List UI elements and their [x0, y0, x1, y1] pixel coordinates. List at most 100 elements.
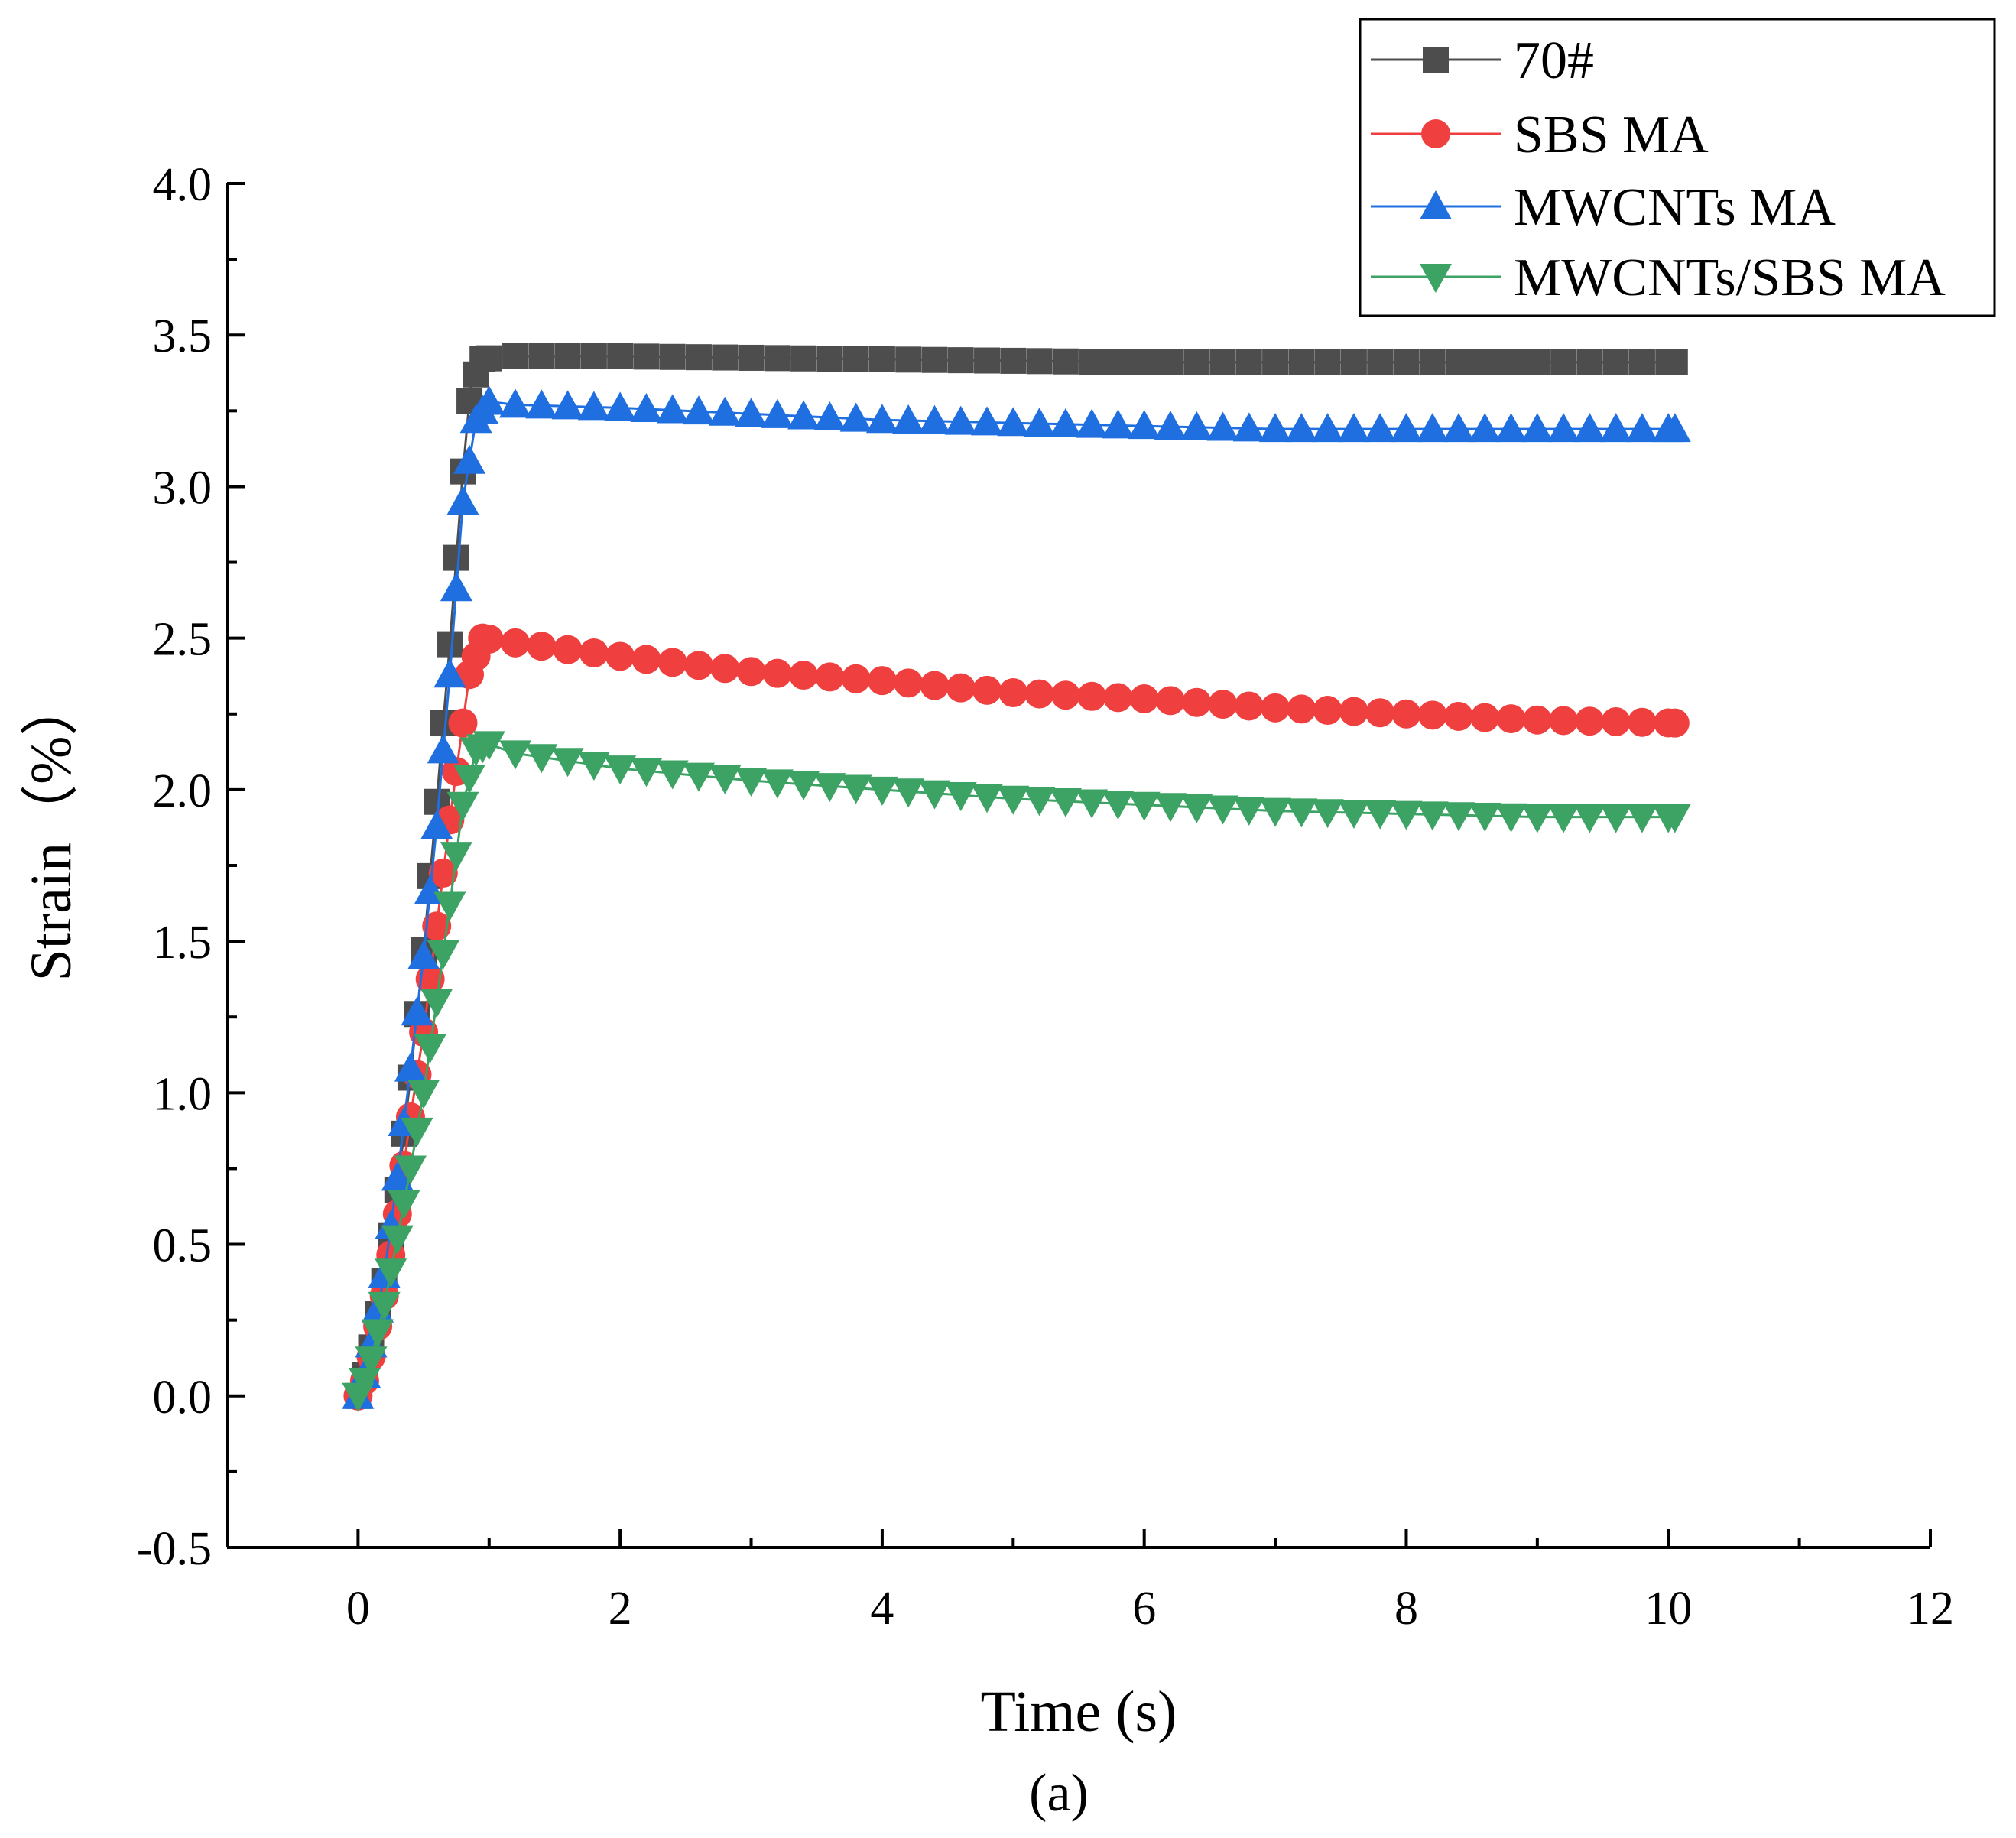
- data-point: [865, 404, 898, 434]
- data-point: [368, 1291, 401, 1321]
- data-point: [525, 389, 558, 419]
- data-point: [787, 400, 820, 430]
- data-point: [1601, 706, 1631, 736]
- data-point: [1313, 696, 1342, 726]
- data-point: [1259, 413, 1292, 443]
- data-point: [375, 1258, 407, 1288]
- data-point: [1416, 413, 1449, 443]
- data-point: [605, 641, 635, 671]
- data-point: [790, 345, 817, 372]
- data-point: [407, 940, 440, 969]
- data-point: [764, 345, 790, 372]
- data-point: [525, 744, 558, 774]
- data-point: [1209, 349, 1236, 375]
- data-point: [1522, 705, 1552, 735]
- data-point: [1495, 803, 1527, 833]
- data-point: [1077, 681, 1107, 711]
- data-point: [1393, 349, 1420, 375]
- series-mwcnts-sbs-ma: [342, 731, 1691, 1412]
- series-line: [357, 742, 1675, 1397]
- data-point: [1416, 801, 1449, 831]
- data-point: [997, 785, 1030, 815]
- data-point: [761, 398, 794, 428]
- data-point: [918, 780, 951, 810]
- data-point: [1602, 349, 1629, 375]
- data-point: [630, 758, 663, 787]
- data-point: [1023, 407, 1056, 437]
- y-ticks: -0.5 0.0 0.5 1.0 1.5 2.0 2.5 3.0 3.5 4.0: [137, 159, 245, 1575]
- data-point: [388, 1190, 420, 1220]
- y-tick-label: 3.5: [153, 310, 213, 362]
- data-point: [1023, 787, 1056, 817]
- data-point: [1206, 795, 1239, 825]
- data-point: [1367, 349, 1394, 375]
- data-point: [657, 648, 687, 677]
- data-point: [631, 645, 661, 674]
- data-point: [815, 662, 845, 692]
- data-point: [499, 388, 532, 418]
- data-point: [944, 782, 977, 812]
- data-point: [394, 1155, 427, 1185]
- data-point: [656, 760, 689, 790]
- data-point: [1364, 413, 1397, 443]
- data-point: [381, 1161, 414, 1191]
- data-point: [580, 343, 607, 369]
- data-point: [1049, 408, 1082, 437]
- data-point: [1443, 413, 1475, 443]
- data-point: [816, 346, 843, 372]
- data-point: [920, 671, 950, 700]
- data-point: [685, 344, 712, 371]
- data-point: [839, 774, 872, 804]
- figure-subcaption: (a): [1029, 1764, 1089, 1823]
- data-point: [427, 734, 459, 764]
- data-point: [736, 657, 766, 687]
- y-tick-label: -0.5: [137, 1523, 212, 1575]
- data-point: [472, 731, 505, 761]
- data-point: [1443, 802, 1475, 832]
- axes: 0 2 4 6 8 10 12 -0.5 0.0 0.5 1.0 1.5 2.0 2.5 3.0 3.5 4.…: [137, 159, 1954, 1635]
- data-point: [1550, 349, 1577, 375]
- data-point: [1180, 411, 1213, 440]
- data-point: [1262, 349, 1289, 375]
- data-point: [1521, 413, 1553, 443]
- data-point: [787, 771, 820, 800]
- data-point: [443, 544, 469, 571]
- series-70-: [345, 343, 1688, 1409]
- data-point: [1470, 703, 1500, 732]
- data-point: [553, 635, 583, 664]
- y-tick-label: 0.0: [153, 1372, 213, 1424]
- data-point: [1573, 804, 1606, 833]
- data-point: [1235, 349, 1262, 375]
- data-point: [998, 678, 1028, 708]
- data-point: [1576, 349, 1603, 375]
- data-point: [682, 395, 715, 425]
- data-point: [428, 858, 458, 888]
- x-tick-label: 6: [1132, 1583, 1156, 1635]
- data-point: [1658, 413, 1691, 443]
- data-point: [1180, 794, 1213, 823]
- legend-label: 70#: [1514, 31, 1594, 90]
- data-point: [554, 343, 581, 369]
- data-point: [971, 406, 1004, 436]
- legend-entry: SBS MA: [1371, 106, 1709, 164]
- data-point: [865, 776, 898, 806]
- data-point: [813, 401, 846, 431]
- data-point: [1549, 706, 1579, 736]
- data-point: [1417, 700, 1447, 730]
- x-tick-label: 4: [870, 1583, 894, 1635]
- legend-marker: [1420, 264, 1452, 293]
- x-tick-label: 2: [609, 1583, 632, 1635]
- data-point: [577, 752, 610, 781]
- data-point: [355, 1346, 388, 1376]
- data-point: [1287, 694, 1316, 724]
- data-point: [1105, 349, 1131, 375]
- data-point: [682, 762, 715, 792]
- data-point: [867, 666, 897, 696]
- data-point: [1079, 349, 1105, 375]
- data-point: [921, 346, 948, 373]
- series-layer: [342, 343, 1691, 1412]
- data-point: [892, 778, 925, 808]
- data-point: [401, 1117, 433, 1147]
- data-point: [1419, 349, 1446, 375]
- data-point: [1102, 409, 1135, 439]
